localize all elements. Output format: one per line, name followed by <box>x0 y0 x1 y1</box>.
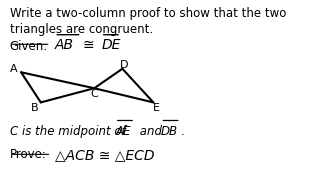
Text: .: . <box>181 125 185 138</box>
Text: ≅: ≅ <box>83 38 95 52</box>
Text: Prove:: Prove: <box>10 148 47 161</box>
Text: Given:: Given: <box>10 40 48 53</box>
Text: C is the midpoint of: C is the midpoint of <box>10 125 129 138</box>
Text: E: E <box>153 103 160 113</box>
Text: triangles are congruent.: triangles are congruent. <box>10 23 153 36</box>
Text: DE: DE <box>101 38 121 52</box>
Text: Write a two-column proof to show that the two: Write a two-column proof to show that th… <box>10 7 286 20</box>
Text: D: D <box>120 60 128 70</box>
Text: and: and <box>136 125 166 138</box>
Text: B: B <box>31 103 39 113</box>
Text: C: C <box>90 89 98 98</box>
Text: △ACB ≅ △ECD: △ACB ≅ △ECD <box>55 148 154 163</box>
Text: AE: AE <box>115 125 131 138</box>
Text: A: A <box>10 64 18 74</box>
Text: DB: DB <box>161 125 178 138</box>
Text: AB: AB <box>55 38 74 52</box>
